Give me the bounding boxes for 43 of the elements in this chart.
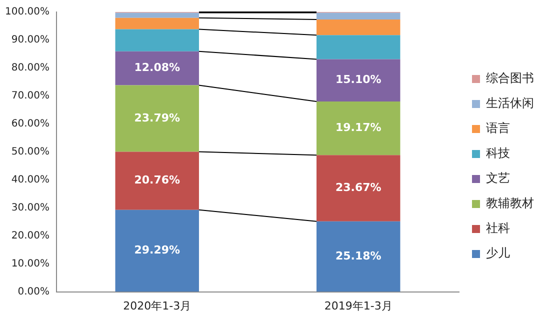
y-tick-label: 60.00% bbox=[11, 118, 50, 130]
bar bbox=[115, 12, 199, 18]
data-label: 23.79% bbox=[134, 111, 180, 124]
bar bbox=[115, 210, 199, 292]
y-tick-label: 40.00% bbox=[11, 174, 50, 186]
bar bbox=[115, 152, 199, 210]
legend-label: 语言 bbox=[486, 121, 510, 136]
y-tick-label: 80.00% bbox=[11, 62, 50, 74]
data-label: 29.29% bbox=[134, 244, 180, 257]
bar bbox=[115, 51, 199, 86]
bar bbox=[316, 101, 400, 156]
y-tick-label: 0.00% bbox=[18, 286, 50, 298]
bar bbox=[316, 35, 400, 60]
data-label: 25.18% bbox=[335, 249, 382, 262]
legend-label: 教辅教材 bbox=[486, 196, 534, 210]
legend-label: 科技 bbox=[486, 146, 510, 160]
legend-label: 社科 bbox=[486, 221, 510, 236]
y-tick-label: 50.00% bbox=[11, 146, 50, 158]
y-tick-label: 70.00% bbox=[11, 90, 50, 102]
legend-label: 少儿 bbox=[486, 246, 510, 260]
bar bbox=[115, 18, 199, 30]
bar bbox=[316, 59, 400, 102]
bar bbox=[115, 29, 199, 52]
data-label: 12.08% bbox=[134, 61, 180, 74]
x-tick-label: 2019年1-3月 bbox=[324, 299, 392, 312]
data-label: 19.17% bbox=[335, 121, 382, 134]
legend-label: 生活休闲 bbox=[486, 96, 534, 110]
bar bbox=[316, 221, 400, 292]
bar bbox=[316, 12, 400, 20]
x-tick-label: 2020年1-3月 bbox=[123, 299, 192, 312]
y-tick-label: 90.00% bbox=[11, 34, 50, 46]
y-tick-label: 10.00% bbox=[11, 258, 50, 270]
bar bbox=[316, 20, 400, 36]
legend-label: 文艺 bbox=[486, 171, 510, 186]
data-label: 15.10% bbox=[335, 73, 382, 86]
y-tick-label: 20.00% bbox=[11, 230, 50, 242]
bar bbox=[115, 85, 199, 152]
bar bbox=[316, 155, 400, 222]
data-label: 23.67% bbox=[335, 181, 382, 194]
y-tick-label: 30.00% bbox=[11, 202, 50, 214]
legend-label: 综合图书 bbox=[486, 71, 534, 86]
y-tick-label: 100.00% bbox=[4, 6, 50, 18]
data-label: 20.76% bbox=[134, 174, 180, 187]
